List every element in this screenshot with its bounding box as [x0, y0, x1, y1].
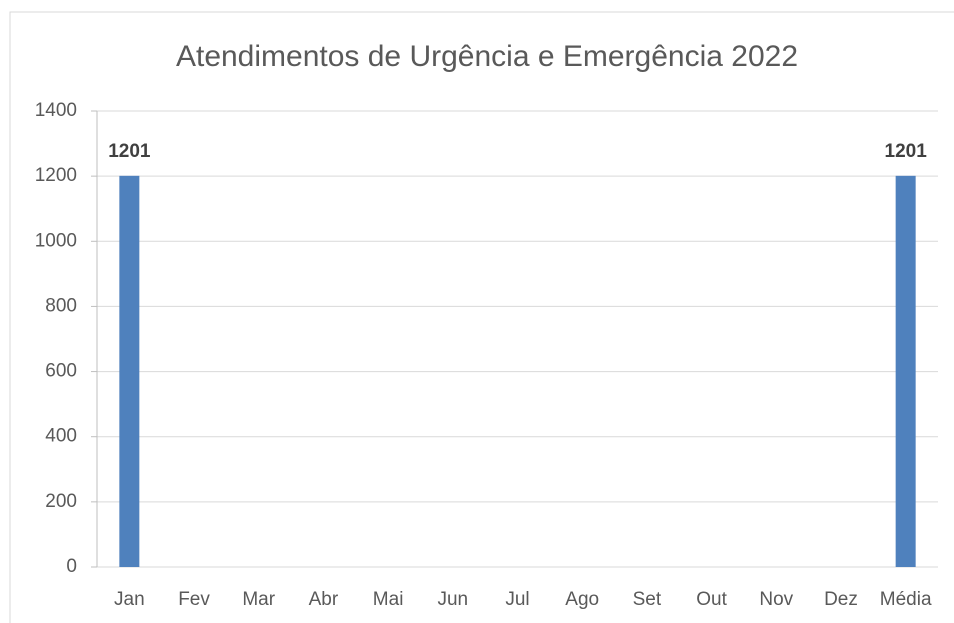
x-tick-label: Fev	[178, 589, 210, 610]
x-tick-label: Jan	[114, 589, 145, 610]
y-tick-label: 1200	[35, 165, 77, 186]
bar	[119, 175, 140, 567]
x-tick-label: Mai	[373, 589, 404, 610]
y-tick-label: 800	[45, 295, 77, 316]
y-tick-label: 1400	[35, 100, 77, 121]
x-tick-label: Jun	[437, 589, 468, 610]
x-tick-label: Média	[880, 589, 932, 610]
x-tick-label: Set	[633, 589, 662, 610]
y-tick-label: 0	[66, 556, 77, 577]
x-tick-label: Abr	[309, 589, 339, 610]
y-tick-label: 600	[45, 361, 77, 382]
data-label: 1201	[885, 141, 928, 162]
y-tick-label: 1000	[35, 230, 77, 251]
x-tick-label: Nov	[759, 589, 793, 610]
y-tick-label: 200	[45, 491, 77, 512]
data-label: 1201	[108, 141, 151, 162]
chart-title: Atendimentos de Urgência e Emergência 20…	[176, 40, 798, 73]
x-tick-label: Out	[696, 589, 727, 610]
x-tick-label: Mar	[242, 589, 275, 610]
x-tick-label: Dez	[824, 589, 858, 610]
bar	[895, 175, 916, 567]
y-tick-label: 400	[45, 426, 77, 447]
x-tick-label: Ago	[565, 589, 599, 610]
chart-frame	[9, 11, 954, 623]
x-tick-label: Jul	[505, 589, 529, 610]
